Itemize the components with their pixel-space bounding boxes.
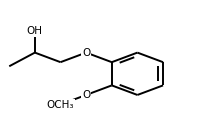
- Text: O: O: [82, 48, 90, 58]
- Text: O: O: [82, 90, 90, 100]
- Text: OH: OH: [27, 26, 43, 36]
- Text: OCH₃: OCH₃: [47, 99, 74, 110]
